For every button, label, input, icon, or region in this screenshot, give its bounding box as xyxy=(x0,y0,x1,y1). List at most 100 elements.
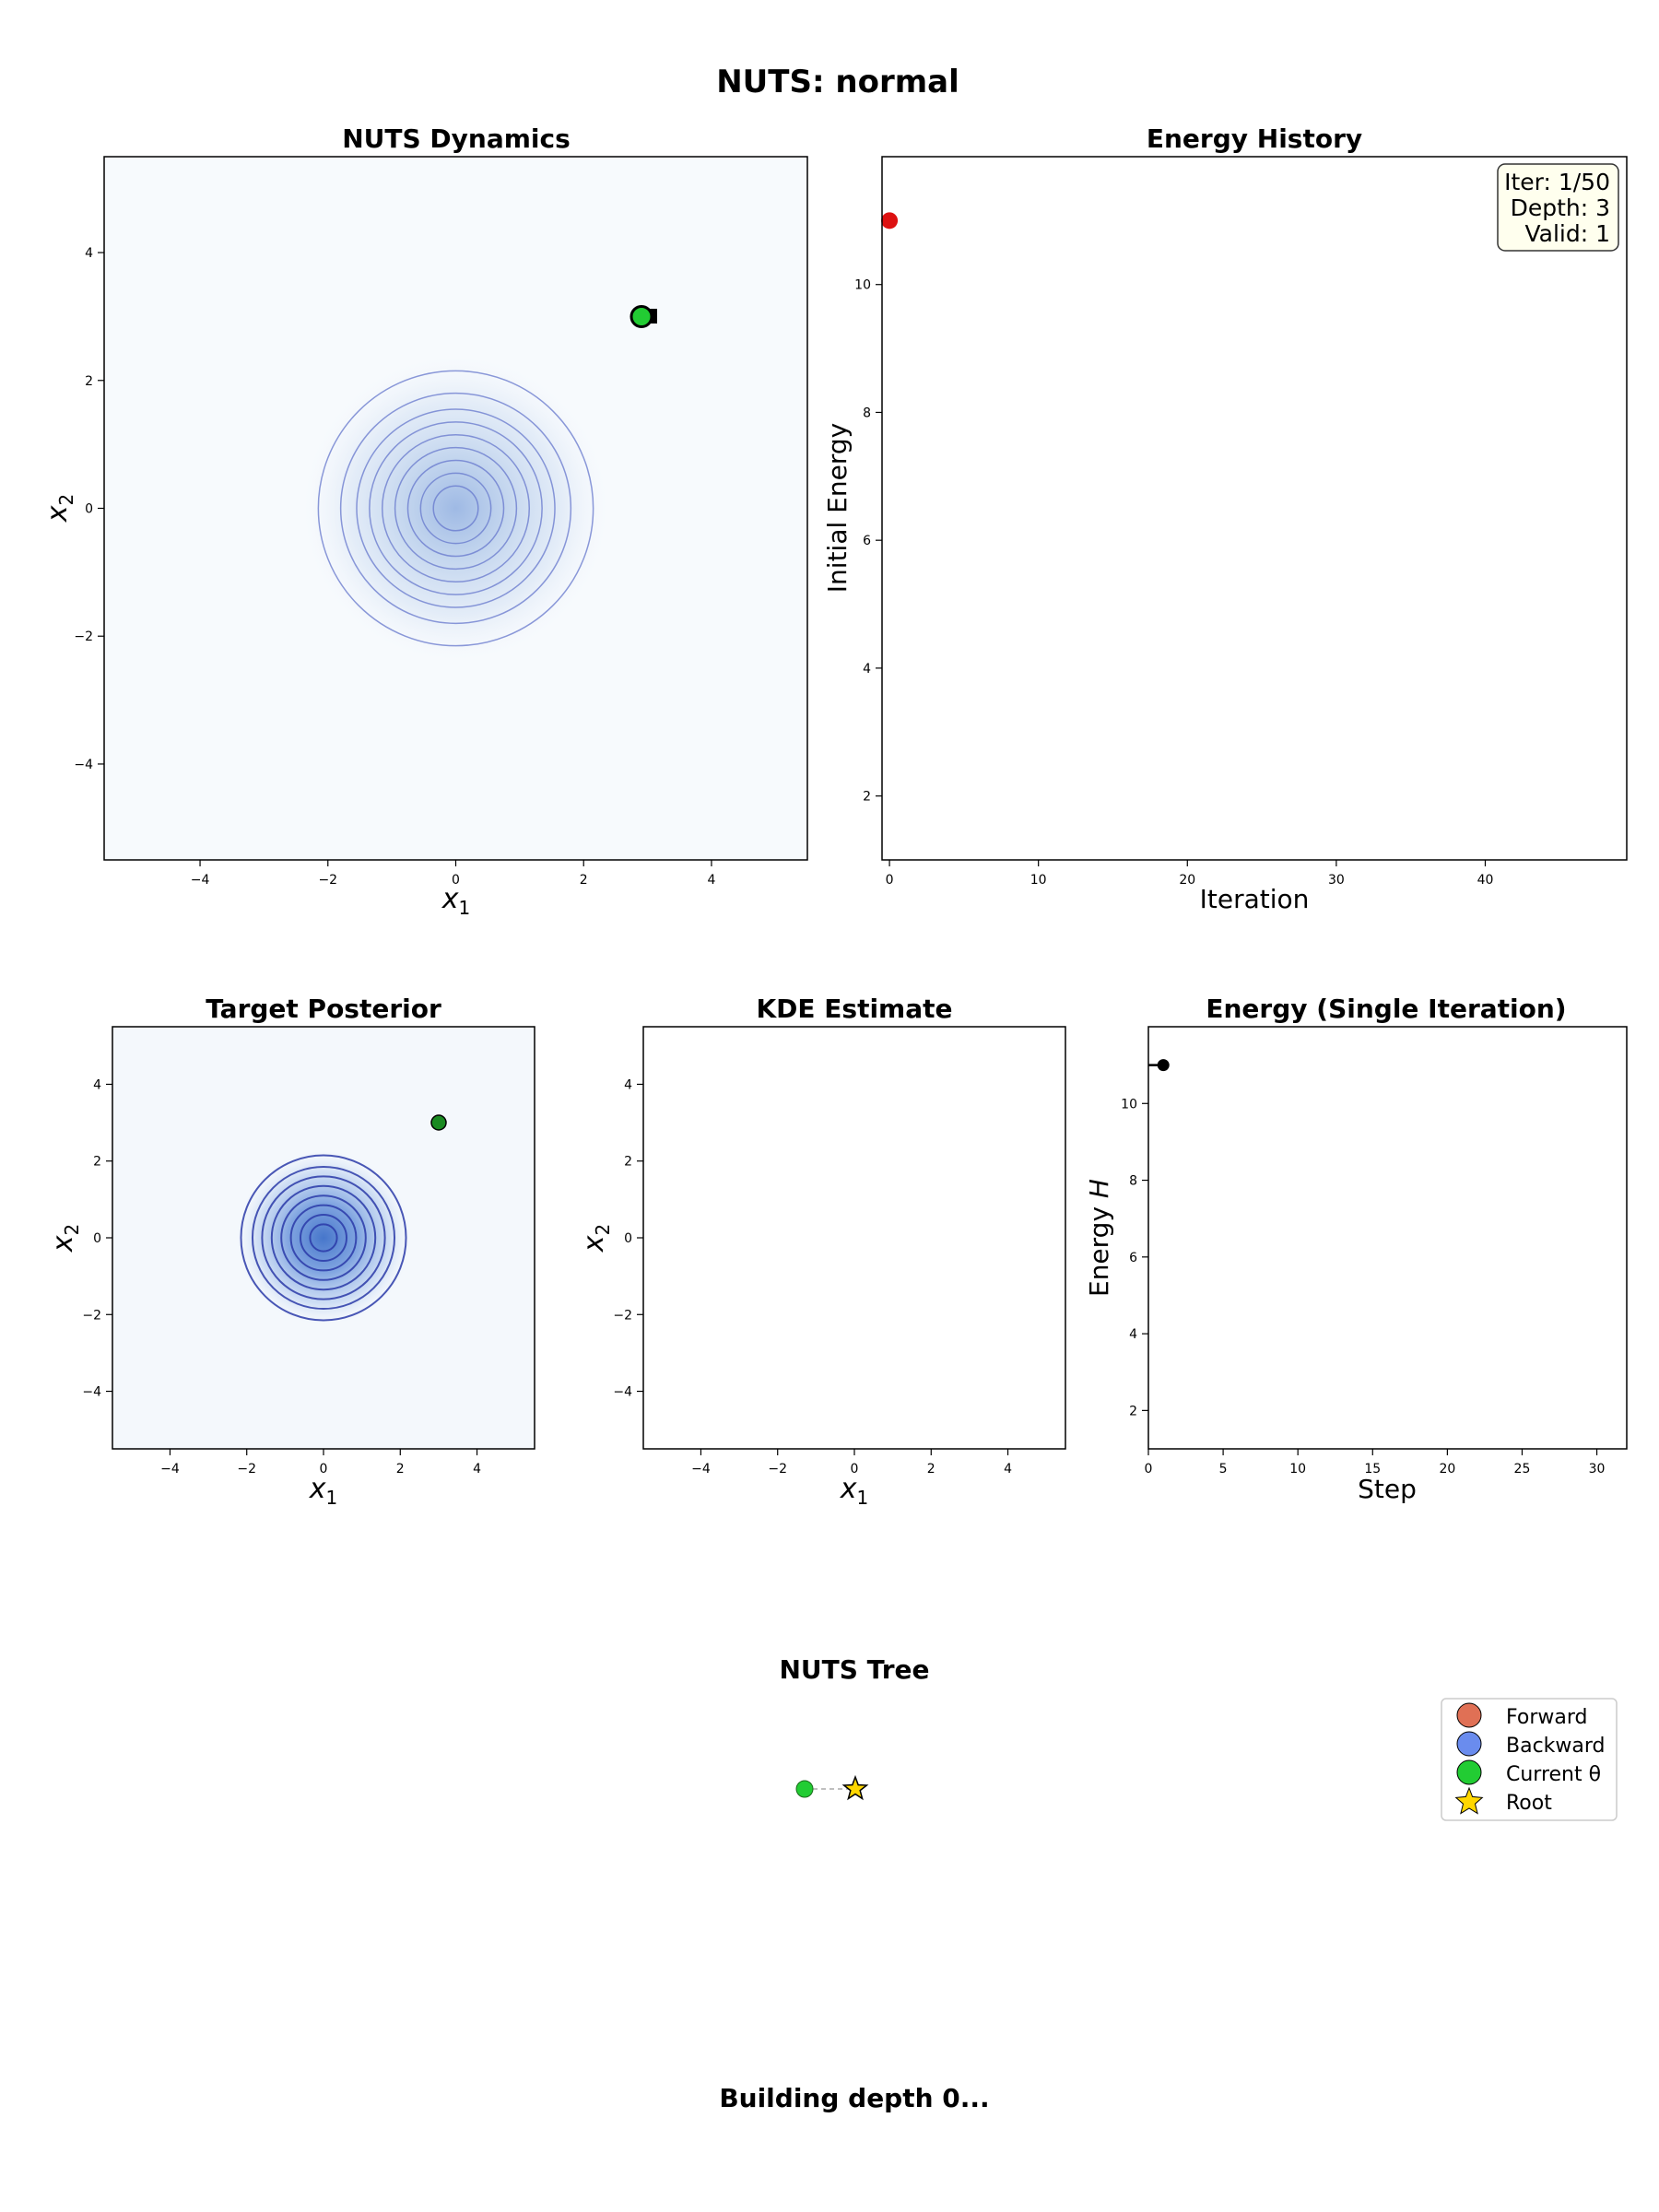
figure-title: NUTS: normal xyxy=(716,64,959,100)
energy-history-xtick-label: 30 xyxy=(1328,873,1345,888)
info-box-depth: Depth: 3 xyxy=(1511,194,1610,221)
target-posterior-ytick-label: 4 xyxy=(93,1077,101,1092)
legend-frame xyxy=(1441,1698,1618,1821)
nuts-dynamics-ytick-label: −4 xyxy=(74,758,93,772)
energy-single-ytick-label: 2 xyxy=(1129,1404,1137,1418)
energy-single-ylabel: Energy H xyxy=(1084,1179,1114,1297)
kde-estimate-ytick-label: 2 xyxy=(624,1155,632,1170)
energy-history-ytick-label: 6 xyxy=(863,534,871,548)
kde-estimate-xtick-label: 2 xyxy=(927,1462,935,1477)
energy-single-xtick-label: 30 xyxy=(1589,1462,1606,1477)
nuts-dynamics-contour-level xyxy=(419,472,492,545)
nuts-dynamics-contour-level xyxy=(406,459,505,558)
legend-backward-label: Backward xyxy=(1506,1735,1606,1758)
kde-estimate-xtick-label: −2 xyxy=(768,1462,787,1477)
target-posterior-ytick-label: −2 xyxy=(82,1308,101,1323)
nuts-dynamics-xlabel: x1 xyxy=(441,883,471,919)
energy-single-point xyxy=(1157,1059,1170,1072)
nuts-dynamics-contour-level xyxy=(394,446,518,571)
target-posterior-contour-level xyxy=(270,1184,377,1291)
nuts-tree-root-node xyxy=(841,1774,869,1801)
energy-single-title: Energy (Single Iteration) xyxy=(1206,994,1566,1024)
energy-history-ytick-label: 4 xyxy=(863,662,871,677)
target-posterior-axes-frame xyxy=(112,1026,535,1450)
target-posterior-xtick-label: −4 xyxy=(160,1462,180,1477)
energy-single-series xyxy=(1148,1059,1170,1072)
energy-single-ticks: 0 5 10 15 20 25 30 2 4 6 8 10 xyxy=(1121,1097,1605,1477)
target-posterior-contour-level xyxy=(261,1175,386,1300)
nuts-dynamics-axes-frame xyxy=(103,156,808,861)
nuts-dynamics-contour-level xyxy=(356,408,556,608)
nuts-tree-panel: NUTS Tree Forward Backward Current θ Roo… xyxy=(780,1654,1618,1821)
kde-estimate-ytick-label: −2 xyxy=(613,1308,632,1323)
target-posterior-contour-level xyxy=(289,1204,358,1272)
info-box-valid: Valid: 1 xyxy=(1524,220,1610,247)
energy-history-points xyxy=(881,212,899,229)
target-posterior-contour-level xyxy=(309,1223,338,1253)
target-posterior-contour-level xyxy=(251,1165,396,1311)
kde-estimate-xtick-label: 0 xyxy=(851,1462,859,1477)
target-posterior-xlabel: x1 xyxy=(309,1473,338,1509)
target-posterior-ylabel: x2 xyxy=(47,1224,83,1253)
energy-single-ytick-label: 10 xyxy=(1121,1097,1137,1112)
energy-single-panel: Energy (Single Iteration) 0 5 10 15 20 25 30 2 4… xyxy=(1084,994,1628,1504)
nuts-dynamics-contour-level xyxy=(317,370,594,647)
nuts-dynamics-xtick-label: −4 xyxy=(191,873,210,888)
energy-single-ytick-label: 8 xyxy=(1129,1174,1137,1189)
energy-history-panel: Energy History 0 10 20 30 40 2 4 6 8 10 Iter: 1/5… xyxy=(822,124,1628,914)
nuts-dynamics-ylabel: x2 xyxy=(41,494,77,524)
energy-history-point xyxy=(881,212,899,229)
nuts-dynamics-ytick-label: 0 xyxy=(85,502,93,517)
energy-single-ytick-label: 4 xyxy=(1129,1327,1137,1342)
kde-estimate-title: KDE Estimate xyxy=(756,994,952,1024)
target-posterior-current-theta xyxy=(430,1114,447,1131)
energy-history-ticks: 0 10 20 30 40 2 4 6 8 10 xyxy=(854,278,1493,888)
energy-history-ytick-label: 8 xyxy=(863,406,871,420)
nuts-dynamics-contour-level xyxy=(369,421,543,595)
energy-history-xtick-label: 20 xyxy=(1179,873,1195,888)
nuts-dynamics-xtick-label: 2 xyxy=(580,873,588,888)
legend-root-label: Root xyxy=(1506,1792,1552,1815)
nuts-dynamics-ytick-label: 4 xyxy=(85,246,93,261)
kde-estimate-xtick-label: 4 xyxy=(1004,1462,1012,1477)
nuts-dynamics-ticks: −4 −2 0 2 4 −4 −2 0 2 4 xyxy=(74,246,715,888)
nuts-dynamics-xtick-label: 0 xyxy=(452,873,460,888)
nuts-tree-title: NUTS Tree xyxy=(780,1654,930,1685)
kde-estimate-ylabel: x2 xyxy=(578,1224,614,1253)
nuts-dynamics-density-blob xyxy=(303,356,608,661)
kde-estimate-axes-frame xyxy=(642,1026,1066,1450)
energy-history-xlabel: Iteration xyxy=(1200,884,1310,914)
legend-current-theta-swatch xyxy=(1456,1759,1482,1785)
energy-single-xlabel: Step xyxy=(1358,1474,1417,1504)
kde-estimate-xlabel: x1 xyxy=(840,1473,869,1509)
legend-forward-label: Forward xyxy=(1506,1706,1587,1729)
target-posterior-contour-level xyxy=(300,1214,347,1262)
nuts-dynamics-contour-level xyxy=(339,392,572,625)
legend-forward-swatch xyxy=(1456,1702,1482,1728)
kde-estimate-panel: KDE Estimate −4 −2 0 2 4 −4 −2 0 2 4 x1 x2 xyxy=(578,994,1066,1509)
energy-single-axes-frame xyxy=(1147,1026,1628,1450)
target-posterior-xtick-label: 4 xyxy=(473,1462,481,1477)
kde-estimate-xtick-label: −4 xyxy=(691,1462,711,1477)
energy-single-xtick-label: 10 xyxy=(1289,1462,1306,1477)
nuts-dynamics-title: NUTS Dynamics xyxy=(342,124,571,154)
energy-single-xtick-label: 0 xyxy=(1145,1462,1153,1477)
legend-root-swatch xyxy=(1454,1786,1484,1815)
target-posterior-ticks: −4 −2 0 2 4 −4 −2 0 2 4 xyxy=(82,1077,481,1477)
target-posterior-xtick-label: 2 xyxy=(396,1462,405,1477)
target-posterior-contour-level xyxy=(280,1194,367,1281)
nuts-dynamics-ytick-label: 2 xyxy=(85,374,93,389)
info-box-iter: Iter: 1/50 xyxy=(1504,169,1610,195)
target-posterior-ytick-label: 2 xyxy=(93,1155,101,1170)
target-posterior-contours xyxy=(240,1154,407,1322)
kde-estimate-ytick-label: −4 xyxy=(613,1385,632,1400)
energy-single-xtick-label: 25 xyxy=(1514,1462,1531,1477)
energy-history-title: Energy History xyxy=(1147,124,1362,154)
legend-backward-swatch xyxy=(1456,1731,1482,1757)
nuts-dynamics-contour-level xyxy=(432,485,479,532)
energy-single-xtick-label: 20 xyxy=(1439,1462,1455,1477)
kde-estimate-ticks: −4 −2 0 2 4 −4 −2 0 2 4 xyxy=(613,1077,1012,1477)
kde-estimate-ytick-label: 0 xyxy=(624,1231,632,1246)
kde-estimate-ytick-label: 4 xyxy=(624,1077,632,1092)
